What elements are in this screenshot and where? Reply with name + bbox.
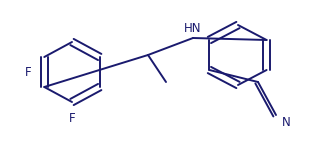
Text: HN: HN: [184, 21, 202, 34]
Text: N: N: [282, 116, 291, 129]
Text: F: F: [69, 111, 75, 124]
Text: F: F: [25, 66, 32, 78]
